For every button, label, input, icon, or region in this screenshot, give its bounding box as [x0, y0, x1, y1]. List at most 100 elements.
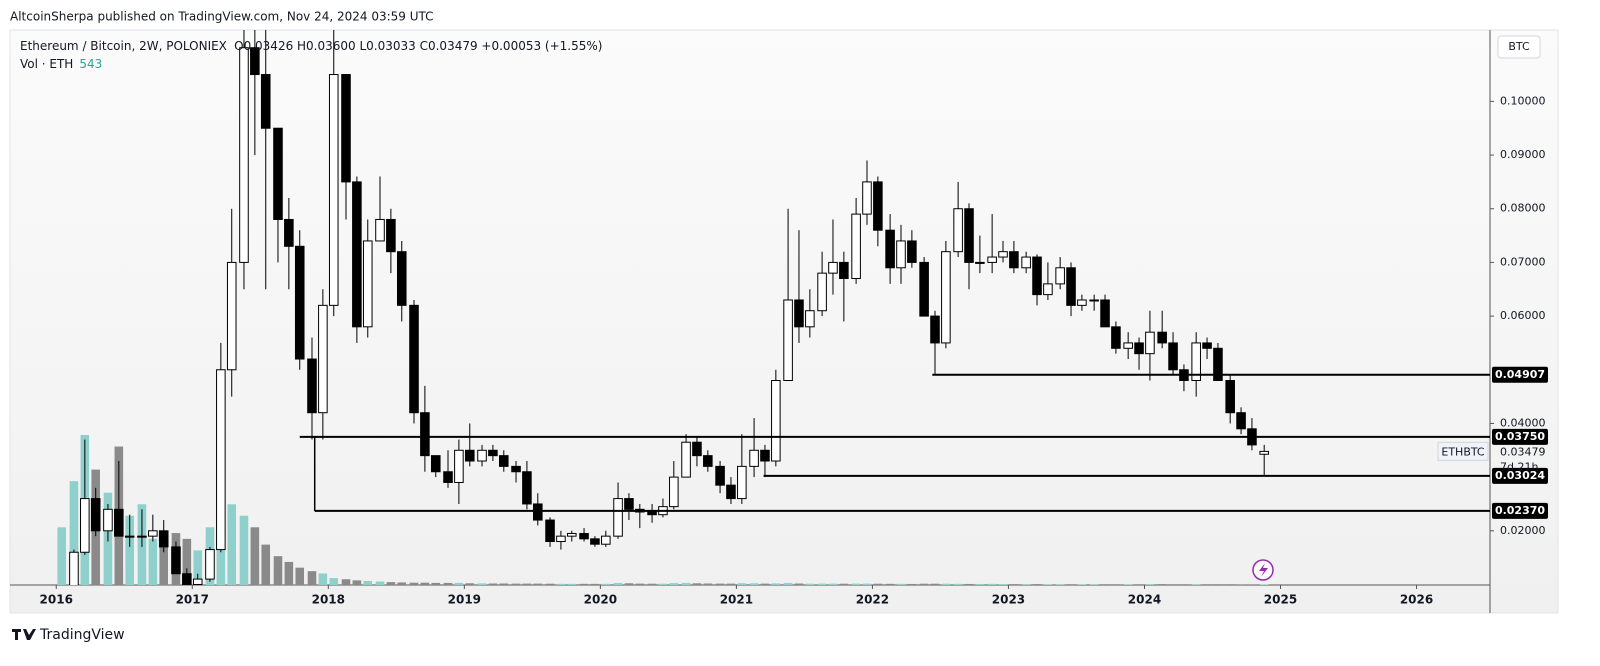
- candle-body: [715, 465, 725, 486]
- volume-bar: [817, 583, 827, 585]
- x-tick-label: 2026: [1400, 593, 1433, 607]
- candle-body: [896, 240, 906, 269]
- candle-body: [1032, 256, 1042, 296]
- currency[interactable]: BTC: [1508, 40, 1530, 53]
- candle-body: [907, 240, 917, 263]
- candle-body: [250, 47, 260, 76]
- candle-body: [692, 441, 702, 457]
- candle-body: [794, 299, 804, 328]
- candle-body: [307, 358, 317, 414]
- volume-bar: [182, 538, 192, 585]
- candle-body: [1213, 347, 1223, 381]
- volume-bar: [533, 583, 543, 585]
- volume-bar: [227, 504, 237, 585]
- x-tick-label: 2025: [1264, 593, 1297, 607]
- volume-bar: [1032, 584, 1042, 585]
- candle-body: [409, 304, 419, 414]
- volume-bar: [261, 544, 271, 585]
- candle-body: [1168, 342, 1178, 371]
- volume-bar: [499, 583, 509, 585]
- candle-body: [386, 218, 396, 253]
- candle-body: [783, 299, 793, 381]
- candle-body: [1123, 342, 1133, 349]
- candle-body: [1043, 283, 1053, 296]
- volume-bar: [488, 583, 498, 585]
- candle-body: [239, 47, 249, 263]
- candle-body: [69, 551, 79, 585]
- candle-body: [987, 256, 997, 263]
- level-label: 0.03024: [1495, 469, 1545, 482]
- volume-bar: [590, 583, 600, 585]
- volume-bar: [511, 583, 521, 585]
- volume-bar: [386, 582, 396, 585]
- volume-bar: [284, 561, 294, 585]
- candle-body: [1100, 299, 1110, 328]
- x-tick-label: 2024: [1128, 593, 1161, 607]
- candle-body: [953, 208, 963, 253]
- volume-bar: [919, 583, 929, 585]
- volume-bar: [193, 550, 203, 585]
- candle-body: [477, 449, 487, 462]
- candle-body: [284, 218, 294, 247]
- candle-body: [1111, 326, 1121, 349]
- currency-box[interactable]: [1497, 35, 1541, 59]
- volume-bar: [1134, 584, 1144, 585]
- candle-body: [464, 449, 475, 462]
- candle-body: [567, 532, 577, 537]
- candle-body: [669, 476, 679, 508]
- candle-body: [975, 261, 985, 264]
- x-tick-label: 2016: [40, 593, 73, 607]
- candle-body: [601, 535, 611, 545]
- volume-bar: [703, 583, 713, 585]
- y-tick-label: 0.06000: [1500, 309, 1546, 322]
- volume-bar: [624, 583, 634, 585]
- candle-body: [226, 261, 237, 371]
- candle-body: [103, 508, 113, 532]
- chart-title: Ethereum / Bitcoin, 2W, POLONIEX O0.03426…: [20, 39, 602, 53]
- candle-body: [930, 315, 940, 344]
- volume-bar: [1021, 584, 1031, 585]
- candle-body: [726, 484, 736, 500]
- candle-body: [613, 498, 623, 537]
- candle-body: [749, 449, 759, 467]
- volume-bar: [57, 527, 66, 585]
- candle-body: [545, 519, 555, 543]
- candle-body: [318, 304, 328, 414]
- volume-bar: [1009, 584, 1019, 585]
- candle-body: [158, 530, 169, 548]
- volume-bar: [1043, 584, 1053, 585]
- volume-bar: [647, 583, 657, 585]
- volume-bar: [341, 579, 351, 585]
- volume-bar: [397, 582, 407, 585]
- volume-legend: Vol · ETH 543: [20, 57, 102, 71]
- x-tick-label: 2020: [584, 593, 617, 607]
- volume-bar: [454, 582, 464, 585]
- volume-bar: [1111, 584, 1121, 585]
- y-tick-label: 0.08000: [1500, 202, 1546, 215]
- candle-body: [1202, 342, 1212, 349]
- volume-bar: [1157, 584, 1167, 585]
- brand: TradingView: [39, 627, 125, 643]
- candle-body: [114, 508, 124, 537]
- volume-bar: [873, 583, 883, 585]
- candle-body: [80, 498, 90, 553]
- brand-logo: [12, 629, 36, 640]
- candle-body: [420, 412, 430, 457]
- volume-bar: [273, 556, 283, 585]
- candle-body: [1009, 251, 1019, 269]
- candle-body: [1077, 299, 1087, 306]
- candle-body: [681, 441, 691, 478]
- volume-bar: [635, 583, 645, 585]
- last-price: 0.03479: [1500, 445, 1546, 458]
- candle-body: [1157, 331, 1167, 344]
- volume-bar: [1179, 584, 1189, 585]
- volume-bar: [431, 582, 441, 585]
- candle-body: [396, 251, 407, 306]
- candle-body: [1134, 342, 1144, 355]
- candle-body: [1259, 450, 1269, 455]
- volume-bar: [148, 538, 158, 585]
- candle-body: [1145, 331, 1155, 355]
- volume-bar: [601, 583, 611, 585]
- candle-body: [148, 530, 158, 537]
